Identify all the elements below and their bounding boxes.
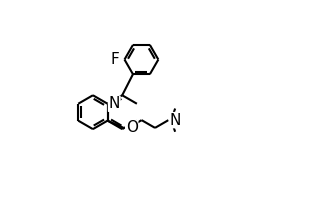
Text: O: O [126, 120, 138, 135]
Text: N: N [108, 96, 120, 111]
Text: F: F [111, 52, 119, 67]
Text: N: N [170, 113, 181, 128]
